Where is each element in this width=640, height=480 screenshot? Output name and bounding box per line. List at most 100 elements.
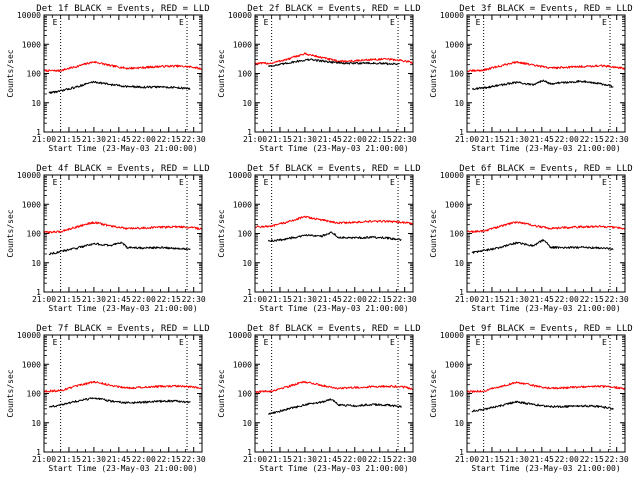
x-tick-label: 22:00 <box>132 135 156 144</box>
panel-title: Det 1f BLACK = Events, RED = LLD <box>36 4 209 14</box>
x-tick-label: 21:30 <box>293 455 317 464</box>
y-tick-label: 100 <box>27 230 42 239</box>
plot-frame <box>43 334 203 453</box>
lld-series-line <box>254 215 414 229</box>
events-series-line <box>471 79 614 91</box>
panel-title: Det 3f BLACK = Events, RED = LLD <box>459 4 632 14</box>
x-tick-label: 21:45 <box>530 135 554 144</box>
x-tick-label: 21:30 <box>505 455 529 464</box>
x-tick-label: 22:30 <box>605 455 629 464</box>
x-tick-label: 22:00 <box>555 135 579 144</box>
end-marker-label: E <box>602 338 607 347</box>
y-axis-label: Counts/sec <box>217 209 226 257</box>
y-tick-label: 1 <box>36 128 41 137</box>
x-tick-label: 22:30 <box>393 295 417 304</box>
x-tick-label: 21:45 <box>530 455 554 464</box>
y-axis-label: Counts/sec <box>6 369 15 417</box>
start-marker-label: E <box>476 18 481 27</box>
plot-frame <box>254 174 414 293</box>
panel-title: Det 8f BLACK = Events, RED = LLD <box>247 324 420 334</box>
y-tick-label: 1000 <box>22 40 41 49</box>
x-tick-label: 22:15 <box>368 295 392 304</box>
y-tick-label: 10000 <box>228 331 252 340</box>
y-axis-label: Counts/sec <box>429 209 438 257</box>
y-tick-label: 1 <box>459 448 464 457</box>
events-series-line <box>48 241 191 256</box>
x-axis-label: Start Time (23-May-03 21:00:00) <box>48 304 197 313</box>
x-tick-label: 22:00 <box>555 295 579 304</box>
lld-series-line <box>254 52 414 65</box>
y-tick-label: 100 <box>27 390 42 399</box>
x-axis-label: Start Time (23-May-03 21:00:00) <box>259 144 408 153</box>
events-series-line <box>267 231 402 243</box>
x-tick-label: 21:15 <box>57 135 81 144</box>
x-tick-label: 21:15 <box>57 455 81 464</box>
panel-title: Det 5f BLACK = Events, RED = LLD <box>247 164 420 174</box>
lld-series-line <box>43 60 203 73</box>
x-tick-label: 21:30 <box>293 295 317 304</box>
y-tick-label: 1 <box>247 448 252 457</box>
x-tick-label: 22:00 <box>132 295 156 304</box>
y-tick-label: 1000 <box>445 200 464 209</box>
start-marker-label: E <box>476 338 481 347</box>
plot-frame <box>254 334 414 453</box>
end-marker-label: E <box>602 178 607 187</box>
events-series-line <box>268 398 402 415</box>
x-tick-label: 21:00 <box>243 455 267 464</box>
plot-frame <box>43 174 203 293</box>
x-tick-label: 22:00 <box>343 295 367 304</box>
x-tick-label: 22:00 <box>555 455 579 464</box>
start-marker-label: E <box>264 338 269 347</box>
x-axis-label: Start Time (23-May-03 21:00:00) <box>259 464 408 473</box>
x-tick-label: 22:30 <box>182 455 206 464</box>
x-tick-label: 21:00 <box>32 135 56 144</box>
x-tick-label: 22:30 <box>393 135 417 144</box>
y-tick-label: 100 <box>238 70 253 79</box>
plot-frame <box>466 174 626 293</box>
x-tick-label: 22:15 <box>157 455 181 464</box>
x-tick-label: 21:00 <box>455 135 479 144</box>
start-marker-label: E <box>53 338 58 347</box>
x-tick-label: 21:00 <box>455 295 479 304</box>
x-tick-label: 21:30 <box>505 295 529 304</box>
x-tick-label: 21:45 <box>107 135 131 144</box>
x-tick-label: 21:45 <box>318 295 342 304</box>
y-tick-label: 1 <box>247 128 252 137</box>
x-tick-label: 22:15 <box>368 135 392 144</box>
y-tick-label: 100 <box>238 230 253 239</box>
x-tick-label: 21:30 <box>293 135 317 144</box>
x-axis-label: Start Time (23-May-03 21:00:00) <box>48 144 197 153</box>
y-tick-label: 1000 <box>22 200 41 209</box>
y-tick-label: 10000 <box>228 11 252 20</box>
events-series-line <box>471 400 614 413</box>
end-marker-label: E <box>179 178 184 187</box>
lld-series-line <box>466 60 626 73</box>
start-marker-label: E <box>264 18 269 27</box>
y-tick-label: 10 <box>454 419 464 428</box>
y-tick-label: 10000 <box>440 171 464 180</box>
y-tick-label: 100 <box>450 390 465 399</box>
start-marker-label: E <box>53 18 58 27</box>
x-tick-label: 22:15 <box>157 295 181 304</box>
x-axis-label: Start Time (23-May-03 21:00:00) <box>259 304 408 313</box>
y-tick-label: 1000 <box>445 360 464 369</box>
y-tick-label: 10 <box>242 419 252 428</box>
events-series-line <box>48 80 191 94</box>
panel-title: Det 2f BLACK = Events, RED = LLD <box>247 4 420 14</box>
panel-det-6: Det 6f BLACK = Events, RED = LLD Counts/s… <box>429 164 633 313</box>
events-series-line <box>48 397 191 408</box>
x-tick-label: 21:15 <box>268 295 292 304</box>
y-tick-label: 10000 <box>17 11 41 20</box>
x-tick-label: 21:45 <box>107 455 131 464</box>
y-axis-label: Counts/sec <box>217 369 226 417</box>
x-tick-label: 22:30 <box>182 135 206 144</box>
x-axis-label: Start Time (23-May-03 21:00:00) <box>48 464 197 473</box>
y-tick-label: 10 <box>31 99 41 108</box>
x-tick-label: 22:30 <box>393 455 417 464</box>
y-tick-label: 1 <box>36 288 41 297</box>
x-tick-label: 21:15 <box>480 455 504 464</box>
x-tick-label: 21:30 <box>82 295 106 304</box>
y-tick-label: 10000 <box>228 171 252 180</box>
x-tick-label: 21:45 <box>318 455 342 464</box>
x-tick-label: 21:45 <box>530 295 554 304</box>
